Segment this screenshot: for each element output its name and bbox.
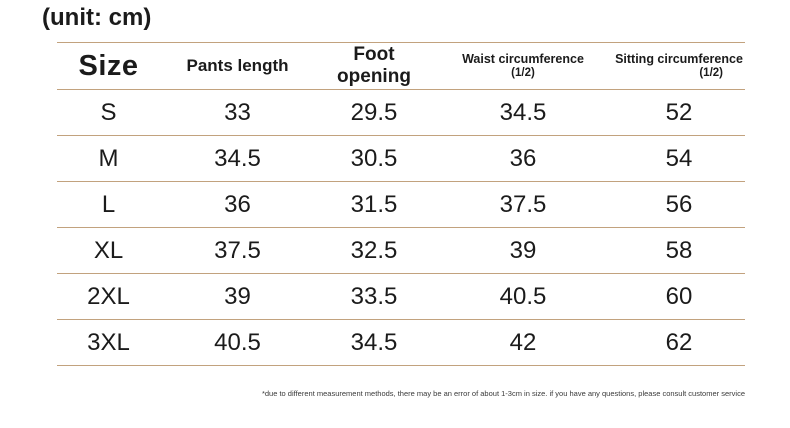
unit-label: (unit: cm) [42,4,152,31]
size-label: S [100,98,117,126]
measurement-disclaimer: *due to different measurement methods, t… [261,389,745,398]
table-cell: 40.5 [214,328,261,356]
table-row-2xl: 2XL 39 33.5 40.5 60 [57,274,745,320]
table-row-3xl: 3XL 40.5 34.5 42 62 [57,320,745,366]
table-cell: 29.5 [350,98,398,126]
table-cell: 40.5 [499,282,547,310]
column-header-waist-circumference: Waist circumference (1/2) [433,43,613,90]
table-row-m: M 34.5 30.5 36 54 [57,136,745,182]
table-row-l: L 36 31.5 37.5 56 [57,182,745,228]
table-cell: 42 [509,328,537,356]
size-table: Size Pants length Foot opening Waist cir… [57,42,745,366]
column-header-waist-sub: (1/2) [511,66,535,79]
table-cell: 58 [665,236,693,264]
table-cell: 37.5 [214,236,261,264]
table-cell: 30.5 [350,144,398,172]
table-cell: 32.5 [350,236,398,264]
table-cell: 39 [509,236,537,264]
table-cell: 37.5 [499,190,547,218]
column-header-sitting-sub: (1/2) [699,66,723,79]
table-cell: 56 [665,190,693,218]
column-header-foot-opening: Foot opening [337,44,411,87]
table-row-s: S 33 29.5 34.5 52 [57,90,745,136]
column-header-sitting-label: Sitting circumference [615,51,743,66]
column-header-waist-label: Waist circumference [462,51,584,66]
table-cell: 54 [665,144,693,172]
table-cell: 39 [224,282,251,310]
table-cell: 33 [224,98,251,126]
size-label: 3XL [87,328,130,356]
column-header-pants-length: Pants length [186,56,289,75]
size-label: L [101,190,116,218]
size-label: M [98,144,119,172]
table-cell: 52 [665,98,693,126]
table-cell: 31.5 [350,190,398,218]
table-cell: 33.5 [350,282,398,310]
table-cell: 34.5 [350,328,398,356]
header-row: Size Pants length Foot opening Waist cir… [57,42,745,90]
table-cell: 62 [665,328,693,356]
column-header-size: Size [78,49,139,82]
table-cell: 34.5 [214,144,261,172]
column-header-sitting-circumference: Sitting circumference (1/2) [613,43,745,90]
table-cell: 34.5 [499,98,547,126]
size-label: XL [93,236,124,264]
table-cell: 60 [665,282,693,310]
table-cell: 36 [509,144,537,172]
size-label: 2XL [87,282,130,310]
table-row-xl: XL 37.5 32.5 39 58 [57,228,745,274]
table-cell: 36 [224,190,251,218]
